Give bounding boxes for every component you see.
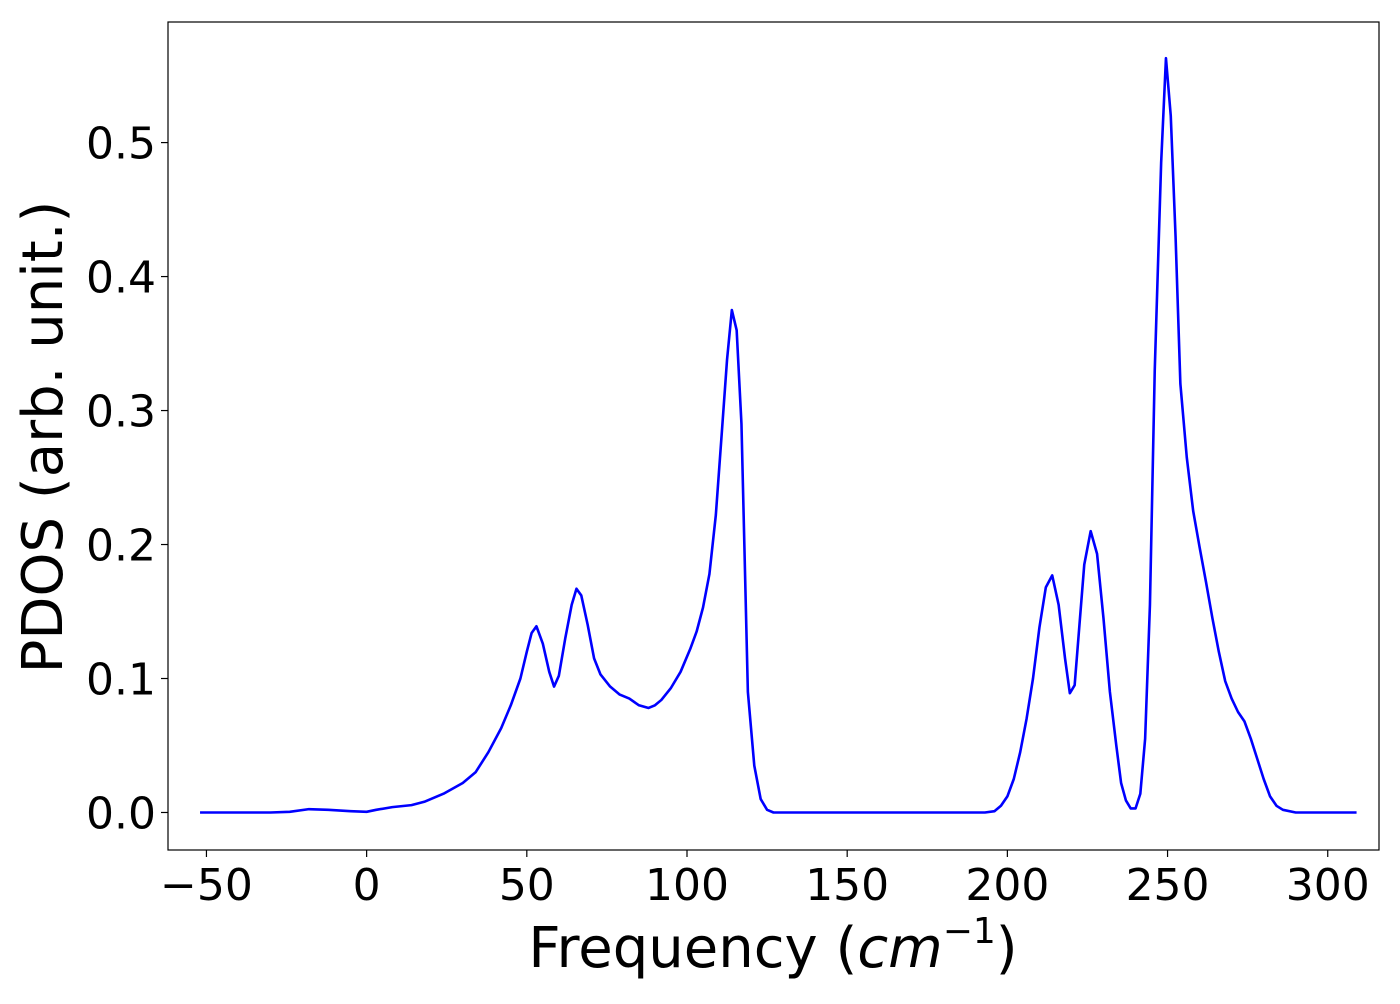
x-tick-label: 0: [353, 860, 381, 911]
x-tick-label: −50: [160, 860, 253, 911]
x-axis-label: Frequency (cm−1): [528, 911, 1017, 981]
x-tick-label: 150: [805, 860, 889, 911]
x-axis-ticks: −50 0 50 100 150 200 250 300: [160, 850, 1370, 911]
x-tick-label: 250: [1126, 860, 1210, 911]
y-axis-ticks: 0.0 0.1 0.2 0.3 0.4 0.5: [86, 119, 168, 839]
y-tick-label: 0.3: [86, 387, 156, 438]
x-tick-label: 50: [499, 860, 555, 911]
plot-frame: [167, 21, 1380, 851]
y-tick-label: 0.4: [86, 253, 156, 304]
y-axis-label: PDOS (arb. unit.): [11, 201, 76, 674]
x-tick-label: 300: [1286, 860, 1370, 911]
x-tick-label: 200: [965, 860, 1049, 911]
y-tick-label: 0.0: [86, 788, 156, 839]
x-tick-label: 100: [645, 860, 729, 911]
y-tick-label: 0.5: [86, 119, 156, 170]
series-layer: [200, 56, 1357, 814]
y-tick-label: 0.2: [86, 521, 156, 572]
series-line-0: [200, 56, 1357, 814]
y-tick-label: 0.1: [86, 655, 156, 706]
